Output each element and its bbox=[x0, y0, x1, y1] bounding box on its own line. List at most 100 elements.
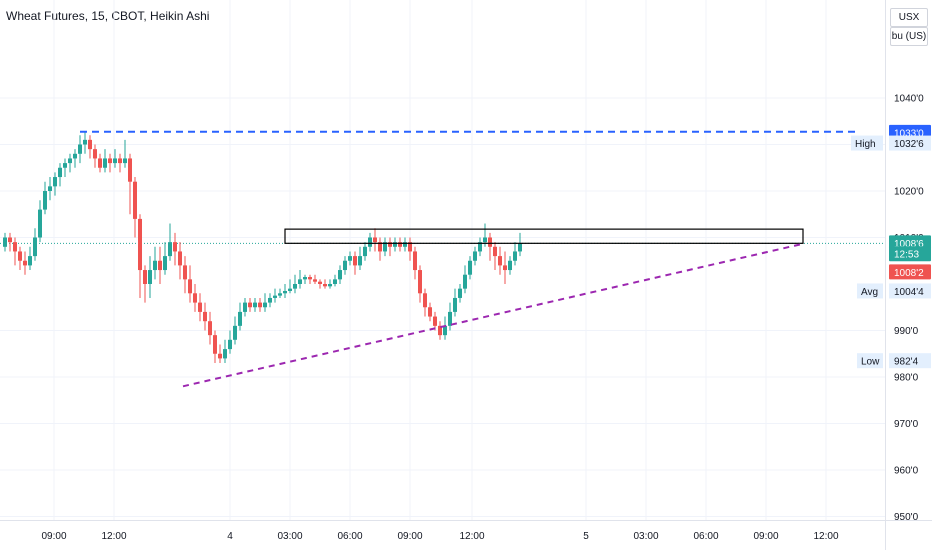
candle-body bbox=[178, 251, 182, 266]
price-tag-bg bbox=[889, 246, 931, 262]
candle-body bbox=[128, 158, 132, 182]
candle-body bbox=[418, 270, 422, 294]
price-tag-value: 982'4 bbox=[894, 357, 919, 368]
candle-body bbox=[498, 256, 502, 266]
candle-body bbox=[218, 353, 222, 359]
candle-body bbox=[298, 279, 302, 284]
candle-body bbox=[208, 321, 212, 336]
candle-body bbox=[213, 335, 217, 354]
candle-body bbox=[133, 181, 137, 219]
price-tick-label: 970'0 bbox=[894, 419, 919, 430]
candle-body bbox=[318, 281, 322, 284]
candles bbox=[3, 131, 522, 364]
candle-body bbox=[108, 158, 112, 164]
candle-body bbox=[83, 139, 87, 145]
candle-body bbox=[393, 242, 397, 247]
candle-body bbox=[468, 260, 472, 275]
candle-body bbox=[243, 302, 247, 312]
price-tag-value: 1008'6 bbox=[894, 239, 924, 250]
candle-body bbox=[268, 297, 272, 303]
candle-body bbox=[378, 242, 382, 252]
chart-title: Wheat Futures, 15, CBOT, Heikin Ashi bbox=[6, 9, 210, 23]
candle-body bbox=[53, 177, 57, 187]
candle-body bbox=[488, 237, 492, 247]
grid-lines bbox=[0, 0, 885, 520]
price-tag-value: 12:53 bbox=[894, 250, 919, 261]
resistance-box bbox=[284, 228, 804, 244]
time-tick-label: 12:00 bbox=[459, 531, 484, 542]
price-tag-label: Low bbox=[861, 357, 880, 368]
candle-body bbox=[138, 218, 142, 271]
price-tick-label: 1020'0 bbox=[894, 187, 924, 198]
currency-unit-button[interactable]: USX bbox=[890, 8, 928, 27]
candle-body bbox=[368, 237, 372, 247]
candle-body bbox=[443, 325, 447, 336]
candle-body bbox=[258, 302, 262, 308]
price-tag-bg bbox=[889, 264, 931, 280]
candle-body bbox=[233, 325, 237, 340]
candle-body bbox=[38, 209, 42, 238]
candle-body bbox=[448, 311, 452, 326]
time-tick-label: 09:00 bbox=[41, 531, 66, 542]
candle-body bbox=[413, 251, 417, 271]
candle-body bbox=[118, 158, 122, 164]
candle-body bbox=[388, 242, 392, 247]
candle-body bbox=[183, 265, 187, 280]
candle-body bbox=[408, 242, 412, 252]
candle-body bbox=[88, 139, 92, 150]
price-tag-bg bbox=[889, 353, 931, 369]
candle-body bbox=[168, 242, 172, 257]
candle-body bbox=[458, 288, 462, 298]
candle-body bbox=[343, 260, 347, 271]
candle-body bbox=[223, 349, 227, 359]
candle-body bbox=[33, 237, 37, 257]
candle-body bbox=[48, 186, 52, 191]
candle-body bbox=[113, 158, 117, 164]
candle-body bbox=[58, 167, 62, 178]
candle-body bbox=[63, 163, 67, 168]
candle-body bbox=[93, 149, 97, 159]
time-tick-label: 12:00 bbox=[813, 531, 838, 542]
candle-body bbox=[148, 270, 152, 284]
candle-body bbox=[8, 237, 12, 243]
drawings[interactable] bbox=[80, 130, 858, 388]
price-tag-value: 1033'0 bbox=[894, 128, 924, 139]
trend-line bbox=[182, 243, 801, 388]
quantity-unit-button[interactable]: bu (US) bbox=[890, 27, 928, 46]
candle-body bbox=[513, 251, 517, 261]
time-tick-label: 5 bbox=[583, 531, 589, 542]
candle-body bbox=[398, 242, 402, 247]
candle-body bbox=[433, 316, 437, 326]
candle-body bbox=[303, 277, 307, 280]
price-tag-label-bg bbox=[857, 283, 883, 299]
candle-body bbox=[238, 311, 242, 326]
price-tag-label-bg bbox=[851, 135, 883, 151]
candle-body bbox=[253, 302, 257, 308]
price-tag-bg bbox=[889, 283, 931, 299]
candle-body bbox=[493, 246, 497, 257]
time-tick-label: 4 bbox=[227, 531, 233, 542]
candle-body bbox=[273, 295, 277, 298]
time-tick-label: 12:00 bbox=[101, 531, 126, 542]
time-tick-label: 09:00 bbox=[397, 531, 422, 542]
candle-body bbox=[463, 274, 467, 289]
candle-body bbox=[203, 311, 207, 322]
candle-body bbox=[348, 256, 352, 261]
candle-body bbox=[3, 237, 7, 247]
price-tick-label: 1040'0 bbox=[894, 94, 924, 105]
time-axis[interactable]: 09:00 12:00 4 03:00 06:00 09:00 12:00 5 03:00 06:… bbox=[0, 520, 932, 543]
candle-body bbox=[328, 284, 332, 287]
candle-body bbox=[13, 242, 17, 252]
candle-body bbox=[78, 144, 82, 154]
candle-body bbox=[28, 256, 32, 266]
candle-body bbox=[153, 260, 157, 271]
price-tick-label: 950'0 bbox=[894, 512, 919, 523]
candle-body bbox=[373, 237, 377, 243]
candle-body bbox=[508, 260, 512, 271]
candle-body bbox=[228, 339, 232, 350]
candle-body bbox=[358, 256, 362, 266]
candle-body bbox=[288, 288, 292, 291]
candle-body bbox=[23, 260, 27, 266]
